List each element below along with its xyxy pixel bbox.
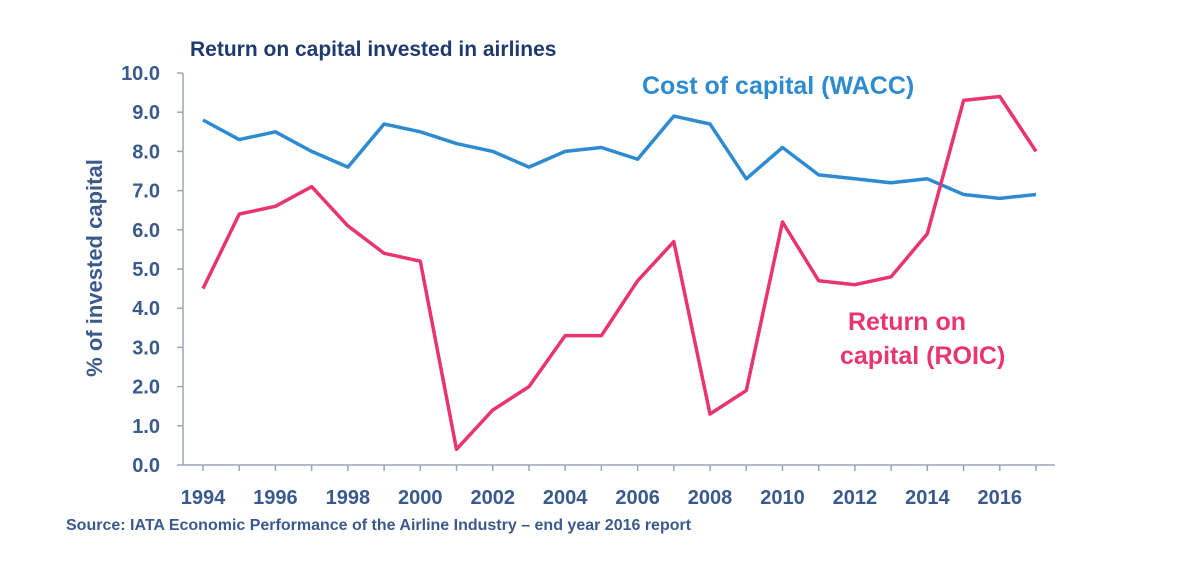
y-tick-label: 5.0 bbox=[132, 259, 160, 281]
series-lines bbox=[201, 94, 1038, 452]
wacc-series-line bbox=[202, 114, 1037, 201]
y-ticks: 0.0 1.0 2.0 3.0 4.0 5.0 6.0 7.0 8.0 9.0 10.0 bbox=[121, 63, 183, 477]
x-tick-label: 2014 bbox=[905, 487, 950, 509]
wacc-series-label: Cost of capital (WACC) bbox=[642, 72, 914, 100]
y-tick-label: 8.0 bbox=[132, 141, 160, 163]
x-tick-label: 1994 bbox=[181, 487, 226, 509]
y-tick-label: 2.0 bbox=[132, 377, 160, 399]
x-tick-label: 1998 bbox=[326, 487, 371, 509]
chart-title: Return on capital invested in airlines bbox=[190, 38, 556, 61]
x-tick-label: 2004 bbox=[543, 487, 588, 509]
y-tick-label: 0.0 bbox=[132, 455, 160, 477]
y-tick-label: 3.0 bbox=[132, 337, 160, 359]
y-tick-label: 1.0 bbox=[132, 416, 160, 438]
x-tick-label: 2006 bbox=[615, 487, 660, 509]
roic-series-line bbox=[201, 94, 1038, 452]
x-tick-label: 2012 bbox=[833, 487, 878, 509]
roic-series-label-line2: capital (ROIC) bbox=[840, 342, 1005, 370]
y-tick-label: 9.0 bbox=[132, 102, 160, 124]
y-tick-label: 4.0 bbox=[132, 298, 160, 320]
y-tick-label: 10.0 bbox=[121, 63, 160, 85]
y-tick-label: 6.0 bbox=[132, 220, 160, 242]
x-tick-label: 1996 bbox=[253, 487, 298, 509]
source-note: Source: IATA Economic Performance of the… bbox=[66, 517, 692, 534]
y-axis-label: % of invested capital bbox=[82, 159, 107, 377]
x-tick-label: 2010 bbox=[760, 487, 805, 509]
x-tick-label: 2008 bbox=[688, 487, 733, 509]
x-tick-label: 2016 bbox=[978, 487, 1023, 509]
x-tick-label: 2002 bbox=[470, 487, 515, 509]
x-tick-label: 2000 bbox=[398, 487, 443, 509]
x-ticks: 1994 1996 1998 2000 2002 2004 2006 2008 2010 2012… bbox=[181, 465, 1037, 509]
y-tick-label: 7.0 bbox=[132, 181, 160, 203]
roic-series-label-line1: Return on bbox=[848, 308, 966, 336]
